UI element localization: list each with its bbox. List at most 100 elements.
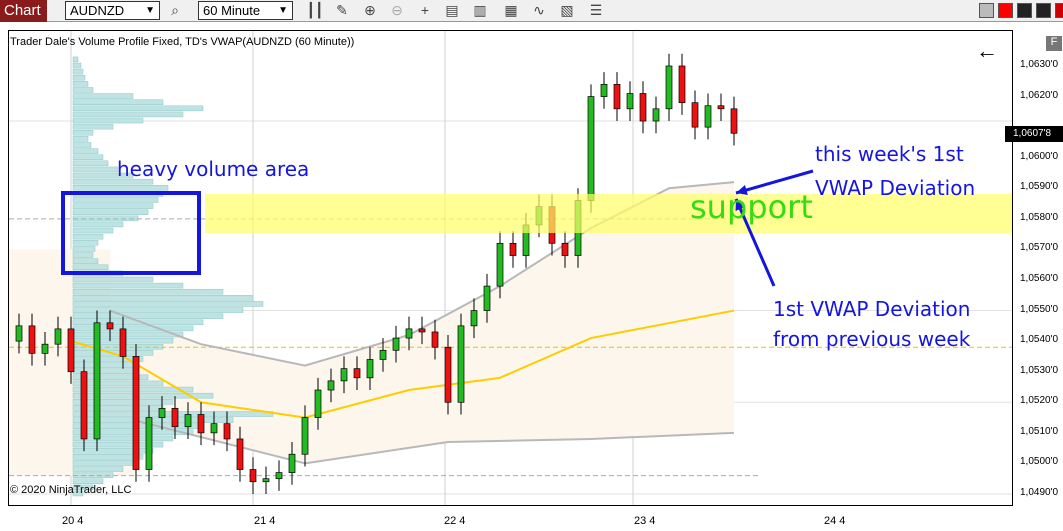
candle-body	[613, 83, 621, 110]
zoom-in-icon[interactable]: ⊕	[364, 2, 376, 18]
minimize-button[interactable]	[1017, 3, 1032, 18]
indicators-icon[interactable]: ▦	[504, 2, 518, 18]
volume-profile-bar	[72, 490, 84, 497]
candle-body	[28, 325, 36, 354]
volume-profile-bar	[72, 466, 124, 472]
volume-profile-bar	[72, 246, 96, 252]
search-icon[interactable]: ⌕	[171, 2, 179, 18]
candle-body	[314, 389, 322, 418]
zoom-out-icon[interactable]: ⊖	[391, 2, 403, 18]
instrument-value: AUDNZD	[70, 3, 125, 18]
candle-body	[587, 96, 595, 201]
candle-body	[353, 368, 361, 379]
chart-plot-area[interactable]	[8, 30, 1013, 506]
candle-body	[275, 472, 283, 480]
heavy-volume-label: heavy volume area	[117, 157, 310, 181]
volume-profile-bar	[72, 160, 109, 167]
candle-body	[431, 331, 439, 348]
candle-body	[54, 328, 62, 345]
volume-profile-bar	[72, 136, 89, 142]
volume-profile-bar	[72, 258, 99, 264]
candle-body	[119, 328, 127, 357]
candle-body	[249, 469, 257, 483]
red-button[interactable]	[998, 3, 1013, 18]
interval-select[interactable]: 60 Minute ▼	[198, 1, 293, 20]
candle-body	[392, 337, 400, 351]
candle-body	[236, 438, 244, 470]
volume-profile-bar	[72, 374, 149, 381]
candle-body	[509, 242, 517, 256]
list-icon[interactable]: ☰	[589, 2, 603, 18]
templates-icon[interactable]: ▧	[560, 2, 574, 18]
candle-body	[652, 108, 660, 122]
candle-body	[457, 325, 465, 403]
volume-profile-bar	[72, 221, 124, 228]
price-tick-label: 1,0510'0	[1020, 425, 1059, 437]
volume-profile-bar	[72, 142, 92, 148]
maximize-button[interactable]	[1036, 3, 1051, 18]
candle-body	[223, 423, 231, 440]
volume-profile-bar	[72, 447, 154, 454]
volume-profile-bar	[72, 288, 224, 295]
volume-profile-bar	[72, 264, 109, 271]
support-highlight	[205, 194, 1012, 233]
candle-body	[184, 414, 192, 428]
volume-profile-bar	[72, 56, 79, 63]
volume-profile-bar	[72, 87, 94, 93]
crosshair-icon[interactable]: +	[420, 2, 430, 18]
back-arrow-icon[interactable]: ←	[976, 38, 998, 63]
this-week-label-2: VWAP Deviation	[815, 176, 976, 200]
this-week-arrow	[735, 169, 814, 195]
price-tick-label: 1,0630'0	[1020, 59, 1059, 70]
close-button[interactable]	[1055, 3, 1063, 18]
candle-body	[470, 310, 478, 327]
properties-icon[interactable]: ▤	[445, 2, 459, 18]
price-tick-label: 1,0580'0	[1020, 211, 1059, 223]
volume-profile-bar	[72, 81, 89, 87]
volume-profile-bar	[72, 295, 254, 301]
candle-body	[379, 349, 387, 360]
chevron-down-icon: ▼	[278, 5, 288, 16]
strategies-icon[interactable]: ∿	[533, 2, 545, 18]
this-week-arrow-head	[736, 185, 748, 196]
volume-profile-bar	[72, 380, 164, 387]
volume-profile-bar	[72, 117, 144, 124]
price-tick-label: 1,0530'0	[1020, 364, 1059, 376]
interval-value: 60 Minute	[203, 3, 261, 18]
candle-body	[67, 328, 75, 373]
volume-profile-bar	[72, 172, 134, 179]
candle-body	[691, 102, 699, 128]
volume-profile-bar	[72, 399, 174, 405]
vwap-band-fill	[9, 182, 734, 476]
volume-profile-bar	[72, 454, 144, 460]
volume-profile-bar	[72, 362, 134, 368]
candle-body	[340, 368, 348, 382]
pencil-icon[interactable]: ✎	[336, 2, 348, 18]
volume-profile-bar	[72, 111, 184, 118]
date-tick-label: 23 4	[634, 515, 656, 527]
heavy-volume-box	[61, 191, 201, 275]
candle-body	[717, 105, 725, 110]
volume-profile-bar	[72, 252, 94, 258]
price-tick-label: 1,0520'0	[1020, 395, 1059, 407]
candle-body	[145, 417, 153, 470]
chart-tab[interactable]: Chart	[0, 0, 47, 22]
candle-body	[483, 285, 491, 311]
candle-body	[210, 423, 218, 434]
data-box-icon[interactable]: ▥	[473, 2, 487, 18]
candle-body	[80, 371, 88, 440]
volume-profile-bar	[72, 62, 82, 69]
bar-type-icon[interactable]: ┃┃	[306, 2, 324, 18]
volume-profile-bar	[72, 74, 86, 81]
volume-profile-bar	[72, 99, 164, 105]
volume-profile-bar	[72, 435, 174, 442]
candle-body	[639, 93, 647, 122]
volume-profile-bar	[72, 276, 154, 283]
volume-profile-bar	[72, 93, 134, 99]
indicator-title: Trader Dale's Volume Profile Fixed, TD's…	[10, 36, 355, 48]
candle-body	[704, 105, 712, 128]
instrument-select[interactable]: AUDNZD ▼	[65, 1, 160, 20]
f-button[interactable]: F	[1046, 36, 1062, 51]
price-tick-label: 1,0600'0	[1020, 150, 1059, 162]
gray-button[interactable]	[979, 3, 994, 18]
